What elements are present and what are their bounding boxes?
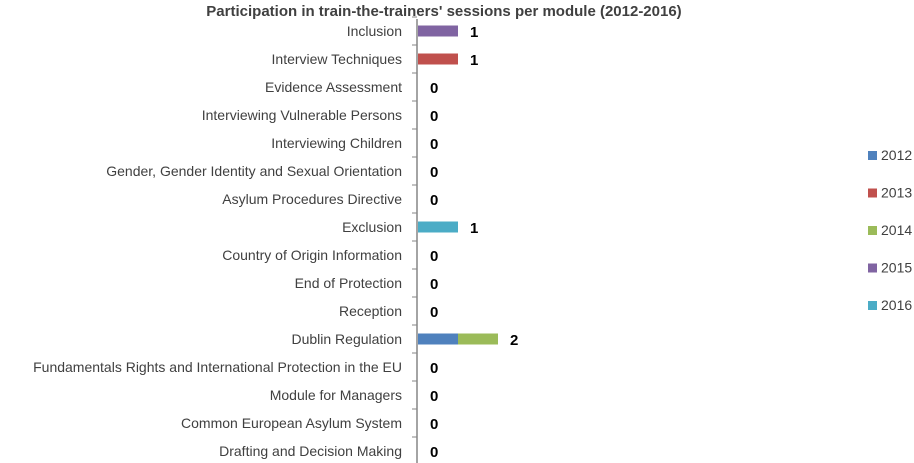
category-labels: Inclusion Interview Techniques Evidence As… xyxy=(33,16,417,459)
bar-segment-2013 xyxy=(418,53,458,65)
total-label: 2 xyxy=(510,332,518,349)
legend-label: 2016 xyxy=(881,297,912,313)
category-label: Asylum Procedures Directive xyxy=(222,191,402,207)
total-label: 0 xyxy=(430,248,438,265)
total-label: 0 xyxy=(430,108,438,125)
bar-segment-2014 xyxy=(458,333,498,345)
total-label: 0 xyxy=(430,360,438,377)
total-label: 0 xyxy=(430,80,438,97)
category-label: Country of Origin Information xyxy=(222,247,402,263)
bars xyxy=(418,25,498,345)
total-labels: 1 1 0 0 0 0 0 1 0 0 0 2 0 0 0 0 xyxy=(430,24,518,461)
legend-swatch-2014 xyxy=(868,226,877,235)
category-label: Module for Managers xyxy=(270,387,402,403)
total-label: 1 xyxy=(470,52,478,69)
total-label: 1 xyxy=(470,24,478,41)
category-label: Exclusion xyxy=(342,219,402,235)
category-label: Common European Asylum System xyxy=(181,415,402,431)
legend-swatch-2015 xyxy=(868,263,877,273)
legend-swatch-2012 xyxy=(868,151,877,160)
category-label: Fundamentals Rights and International Pr… xyxy=(33,359,402,375)
legend-swatch-2013 xyxy=(868,188,877,198)
category-label: Dublin Regulation xyxy=(291,331,402,347)
legend: 2012 2013 2014 2015 2016 xyxy=(868,147,912,313)
total-label: 0 xyxy=(430,136,438,153)
chart-title: Participation in train-the-trainers' ses… xyxy=(206,3,681,20)
legend-swatch-2016 xyxy=(868,301,877,310)
category-label: Inclusion xyxy=(347,23,402,39)
total-label: 0 xyxy=(430,416,438,433)
total-label: 0 xyxy=(430,164,438,181)
category-label: End of Protection xyxy=(295,275,402,291)
bar-segment-2012 xyxy=(418,333,458,345)
category-label: Gender, Gender Identity and Sexual Orien… xyxy=(106,163,402,179)
total-label: 0 xyxy=(430,388,438,405)
category-label: Drafting and Decision Making xyxy=(219,443,402,459)
bar-segment-2016 xyxy=(418,221,458,233)
legend-label: 2014 xyxy=(881,222,912,238)
total-label: 0 xyxy=(430,444,438,461)
category-label: Interviewing Vulnerable Persons xyxy=(202,107,402,123)
category-label: Interviewing Children xyxy=(271,135,402,151)
legend-label: 2013 xyxy=(881,185,912,201)
total-label: 0 xyxy=(430,192,438,209)
category-label: Reception xyxy=(339,303,402,319)
total-label: 0 xyxy=(430,276,438,293)
bar-segment-2015 xyxy=(418,25,458,37)
total-label: 1 xyxy=(470,220,478,237)
legend-label: 2012 xyxy=(881,147,912,163)
category-label: Evidence Assessment xyxy=(265,79,402,95)
total-label: 0 xyxy=(430,304,438,321)
category-label: Interview Techniques xyxy=(272,51,402,67)
legend-label: 2015 xyxy=(881,260,912,276)
